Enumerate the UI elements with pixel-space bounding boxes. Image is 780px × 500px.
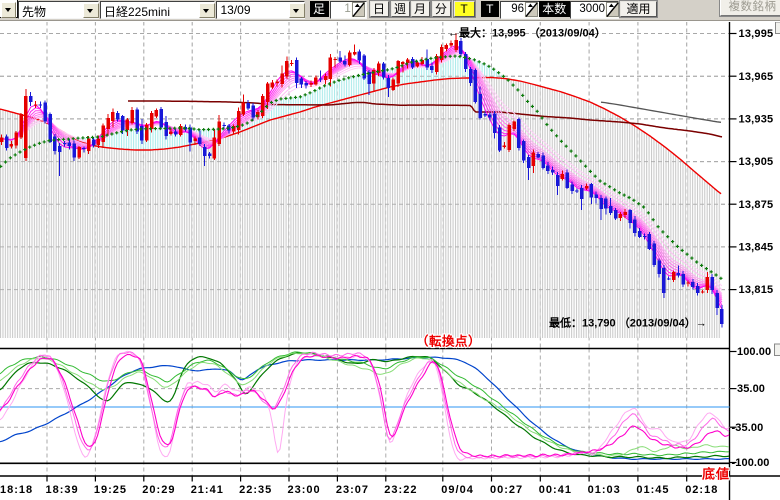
svg-text:23:00: 23:00 [288,484,321,496]
svg-text:13,935: 13,935 [739,114,774,126]
svg-text:20:29: 20:29 [142,484,175,496]
svg-text:01:45: 01:45 [636,484,669,496]
svg-text:21:41: 21:41 [191,484,224,496]
svg-text:22:35: 22:35 [239,484,272,496]
svg-text:←最大：13,995 （2013/09/04）: ←最大：13,995 （2013/09/04） [448,26,606,40]
svg-text:100.00: 100.00 [737,346,771,358]
svg-text:（転換点）: （転換点） [416,334,481,349]
svg-text:13,995: 13,995 [739,28,774,40]
svg-text:23:07: 23:07 [336,484,369,496]
svg-text:23:22: 23:22 [384,484,417,496]
svg-text:-100.00: -100.00 [732,457,770,469]
svg-text:01:03: 01:03 [588,484,621,496]
svg-text:09/04: 09/04 [441,484,474,496]
svg-text:13,965: 13,965 [739,71,774,83]
svg-text:18:39: 18:39 [46,484,79,496]
svg-text:13,905: 13,905 [739,156,774,168]
svg-text:19:25: 19:25 [94,484,127,496]
svg-text:13,815: 13,815 [739,284,774,296]
svg-text:-35.00: -35.00 [732,422,764,434]
svg-text:最低：13,790 （2013/09/04）→: 最低：13,790 （2013/09/04）→ [549,316,707,330]
svg-text:35.00: 35.00 [737,383,765,395]
svg-text:底値: 底値 [702,467,730,482]
svg-text:02:18: 02:18 [685,484,718,496]
svg-text:13,845: 13,845 [739,242,774,254]
svg-text:13,875: 13,875 [739,199,774,211]
svg-text:00:41: 00:41 [539,484,572,496]
svg-text:00:27: 00:27 [490,484,523,496]
svg-text:18:18: 18:18 [0,484,33,496]
